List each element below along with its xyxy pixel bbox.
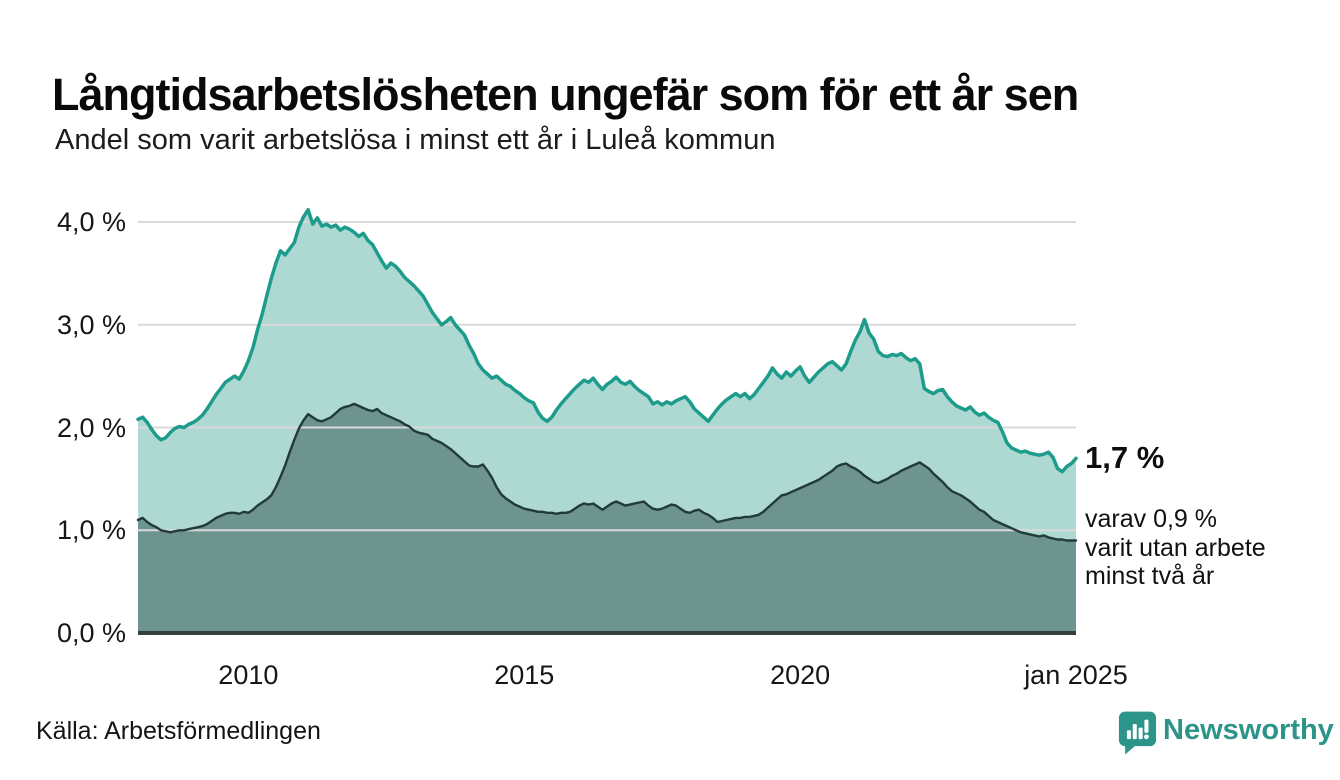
latest-value-label: 1,7 % bbox=[1085, 440, 1165, 476]
brand-name: Newsworthy bbox=[1163, 714, 1334, 746]
annotation-note-line: varit utan arbete bbox=[1085, 533, 1266, 562]
annotation-note-line: minst två år bbox=[1085, 562, 1215, 590]
at-least-one-year-area bbox=[138, 209, 1076, 633]
at-least-two-years-line bbox=[136, 402, 1078, 542]
page-title: Långtidsarbetslösheten ungefär som för e… bbox=[52, 69, 1079, 121]
newsworthy-logo-icon bbox=[1118, 711, 1157, 755]
at-least-one-year-line bbox=[136, 207, 1078, 474]
annotation-note: varav 0,9 % varit utan arbete minst två … bbox=[1085, 505, 1266, 591]
brand-logo: Newsworthy bbox=[1116, 709, 1334, 755]
at-least-two-years-area bbox=[138, 403, 1076, 633]
page-subtitle: Andel som varit arbetslösa i minst ett å… bbox=[55, 124, 776, 156]
annotation-note-line: varav 0,9 % bbox=[1085, 505, 1218, 533]
source-label: Källa: Arbetsförmedlingen bbox=[36, 717, 321, 745]
